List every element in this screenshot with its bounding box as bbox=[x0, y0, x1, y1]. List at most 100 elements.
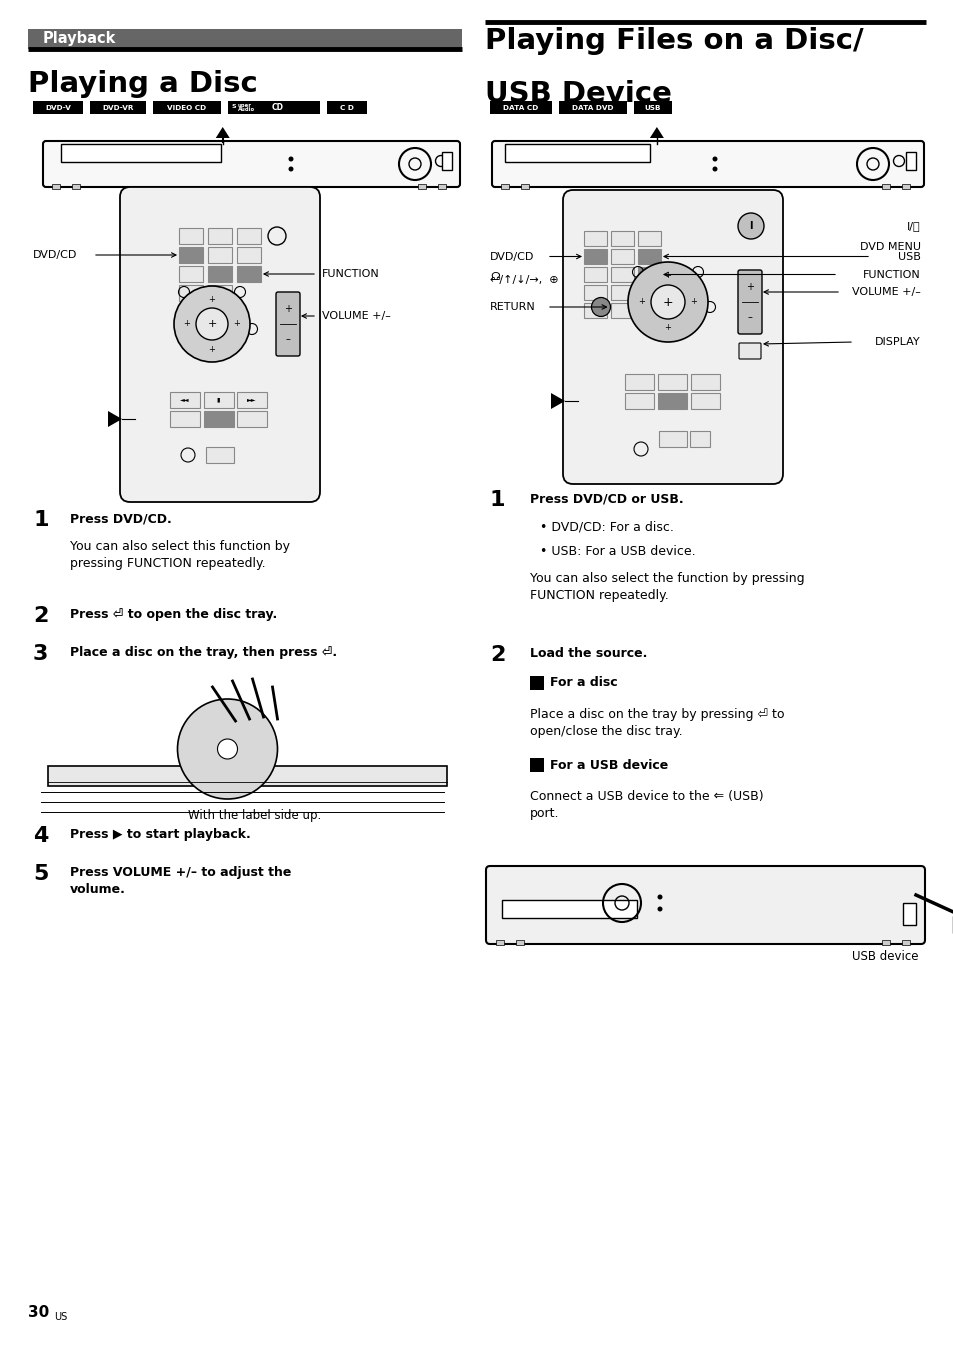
Text: +: + bbox=[745, 283, 753, 292]
Text: Press ▶ to start playback.: Press ▶ to start playback. bbox=[70, 827, 251, 841]
FancyBboxPatch shape bbox=[610, 285, 634, 300]
FancyBboxPatch shape bbox=[203, 392, 233, 408]
Text: 4: 4 bbox=[33, 826, 49, 846]
FancyBboxPatch shape bbox=[902, 903, 915, 925]
Circle shape bbox=[657, 906, 661, 911]
Text: FUNCTION: FUNCTION bbox=[322, 269, 379, 279]
Text: Place a disc on the tray, then press ⏎.: Place a disc on the tray, then press ⏎. bbox=[70, 646, 336, 658]
Text: With the label side up.: With the label side up. bbox=[188, 808, 320, 822]
FancyBboxPatch shape bbox=[624, 393, 654, 410]
FancyBboxPatch shape bbox=[634, 101, 671, 114]
FancyBboxPatch shape bbox=[500, 184, 509, 189]
Text: 2: 2 bbox=[490, 645, 505, 665]
FancyBboxPatch shape bbox=[208, 285, 232, 301]
FancyBboxPatch shape bbox=[170, 411, 200, 427]
FancyBboxPatch shape bbox=[485, 867, 924, 944]
Text: Press DVD/CD.: Press DVD/CD. bbox=[70, 512, 172, 525]
FancyBboxPatch shape bbox=[437, 184, 446, 189]
FancyBboxPatch shape bbox=[901, 184, 909, 189]
FancyBboxPatch shape bbox=[738, 270, 761, 334]
FancyBboxPatch shape bbox=[658, 393, 686, 410]
Text: Load the source.: Load the source. bbox=[530, 648, 647, 660]
FancyBboxPatch shape bbox=[562, 191, 782, 484]
Text: I/⏻: I/⏻ bbox=[906, 220, 920, 231]
Text: DATA DVD: DATA DVD bbox=[572, 104, 613, 111]
Text: 1: 1 bbox=[490, 489, 505, 510]
FancyBboxPatch shape bbox=[236, 228, 261, 243]
Text: DVD-V: DVD-V bbox=[45, 104, 71, 111]
Text: S: S bbox=[231, 104, 235, 110]
Text: VOLUME +/–: VOLUME +/– bbox=[851, 287, 920, 297]
FancyBboxPatch shape bbox=[179, 247, 203, 264]
Circle shape bbox=[738, 214, 763, 239]
Text: 5: 5 bbox=[33, 864, 49, 884]
Text: ←/↑/↓/→,  ⊕: ←/↑/↓/→, ⊕ bbox=[490, 274, 558, 285]
Circle shape bbox=[173, 287, 250, 362]
FancyBboxPatch shape bbox=[228, 101, 319, 114]
FancyBboxPatch shape bbox=[638, 249, 660, 264]
Text: +: + bbox=[233, 319, 240, 329]
FancyBboxPatch shape bbox=[179, 228, 203, 243]
FancyBboxPatch shape bbox=[583, 231, 606, 246]
FancyBboxPatch shape bbox=[583, 249, 606, 264]
Text: FUNCTION: FUNCTION bbox=[862, 269, 920, 280]
FancyBboxPatch shape bbox=[901, 940, 909, 945]
FancyBboxPatch shape bbox=[610, 266, 634, 283]
Text: VIDEO CD: VIDEO CD bbox=[168, 104, 207, 111]
Text: 2: 2 bbox=[33, 606, 49, 626]
Text: Playing a Disc: Playing a Disc bbox=[28, 70, 257, 97]
FancyBboxPatch shape bbox=[236, 266, 261, 283]
Text: +: + bbox=[207, 319, 216, 329]
Text: DVD/CD: DVD/CD bbox=[490, 251, 534, 261]
FancyBboxPatch shape bbox=[179, 266, 203, 283]
Circle shape bbox=[288, 157, 294, 161]
Text: Connect a USB device to the ⇐ (USB)
port.: Connect a USB device to the ⇐ (USB) port… bbox=[530, 790, 762, 821]
Text: CD: CD bbox=[272, 103, 284, 112]
Text: C D: C D bbox=[339, 104, 354, 111]
Text: DVD/CD: DVD/CD bbox=[33, 250, 77, 260]
Text: DISPLAY: DISPLAY bbox=[875, 337, 920, 347]
FancyBboxPatch shape bbox=[610, 303, 634, 318]
Circle shape bbox=[591, 297, 610, 316]
Text: I: I bbox=[748, 220, 752, 231]
Text: Press DVD/CD or USB.: Press DVD/CD or USB. bbox=[530, 492, 683, 506]
Text: +: + bbox=[662, 296, 673, 308]
Text: ►►: ►► bbox=[247, 397, 256, 403]
Circle shape bbox=[712, 166, 717, 172]
FancyBboxPatch shape bbox=[33, 101, 83, 114]
FancyBboxPatch shape bbox=[170, 392, 200, 408]
FancyBboxPatch shape bbox=[236, 247, 261, 264]
FancyBboxPatch shape bbox=[496, 940, 503, 945]
Text: +: + bbox=[284, 304, 292, 314]
FancyBboxPatch shape bbox=[327, 101, 367, 114]
Text: You can also select this function by
pressing FUNCTION repeatedly.: You can also select this function by pre… bbox=[70, 539, 290, 571]
FancyBboxPatch shape bbox=[61, 145, 221, 162]
FancyBboxPatch shape bbox=[952, 917, 953, 933]
Text: RETURN: RETURN bbox=[490, 301, 536, 312]
FancyBboxPatch shape bbox=[689, 431, 709, 448]
Circle shape bbox=[657, 895, 661, 899]
FancyBboxPatch shape bbox=[417, 184, 426, 189]
Text: Press VOLUME +/– to adjust the
volume.: Press VOLUME +/– to adjust the volume. bbox=[70, 867, 291, 896]
FancyBboxPatch shape bbox=[905, 151, 915, 170]
Text: DVD MENU: DVD MENU bbox=[859, 242, 920, 251]
FancyBboxPatch shape bbox=[28, 28, 461, 49]
Text: ▮: ▮ bbox=[216, 397, 220, 403]
Text: For a USB device: For a USB device bbox=[550, 758, 667, 772]
Text: ◄◄: ◄◄ bbox=[180, 397, 190, 403]
Polygon shape bbox=[48, 767, 447, 786]
Text: For a disc: For a disc bbox=[550, 676, 617, 690]
FancyBboxPatch shape bbox=[638, 231, 660, 246]
Text: Playback: Playback bbox=[43, 31, 116, 46]
Text: uper: uper bbox=[237, 103, 252, 108]
Text: You can also select the function by pressing
FUNCTION repeatedly.: You can also select the function by pres… bbox=[530, 572, 803, 602]
FancyBboxPatch shape bbox=[90, 101, 146, 114]
Polygon shape bbox=[649, 127, 663, 138]
Text: Playing Files on a Disc/: Playing Files on a Disc/ bbox=[484, 27, 862, 55]
Text: +: + bbox=[638, 297, 645, 307]
Text: +: + bbox=[209, 345, 215, 353]
Text: +: + bbox=[664, 323, 671, 333]
FancyBboxPatch shape bbox=[530, 758, 543, 772]
FancyBboxPatch shape bbox=[236, 411, 267, 427]
Circle shape bbox=[627, 262, 707, 342]
